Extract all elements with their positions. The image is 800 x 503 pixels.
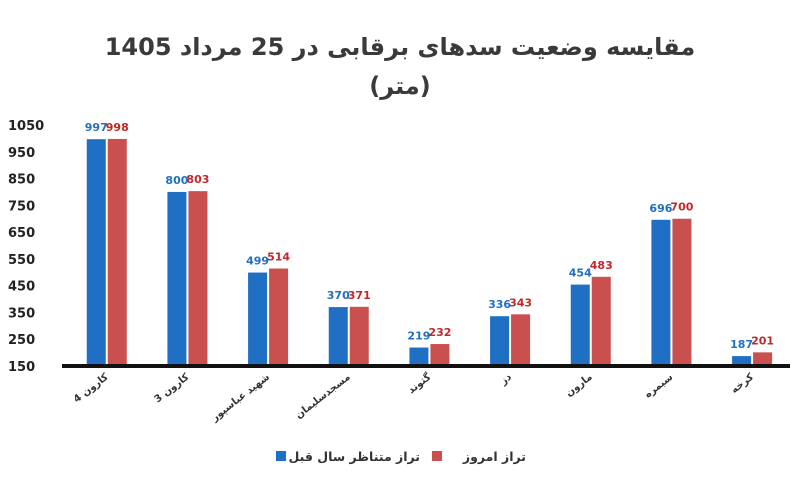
bar-today — [269, 268, 289, 366]
data-label: 696 — [649, 202, 672, 215]
legend-swatch — [276, 451, 286, 461]
bar-today — [349, 306, 369, 366]
legend-swatch — [432, 451, 442, 461]
x-tick-label: سیمره — [643, 372, 676, 401]
y-tick-label: 350 — [8, 306, 35, 321]
data-label: 201 — [751, 334, 774, 347]
x-tick-label: مسجدسلیمان — [294, 372, 353, 422]
legend-label: تراز امروز — [462, 449, 526, 464]
bar-last-year — [732, 356, 752, 366]
bar-today — [430, 344, 450, 366]
x-tick-label: شهید عباسپور — [209, 372, 272, 425]
chart-subtitle: (متر) — [369, 72, 431, 100]
bar-today — [753, 352, 773, 366]
bar-today — [591, 276, 611, 366]
chart-title: مقایسه وضعیت سدهای برقابی در 25 مرداد 14… — [105, 33, 696, 61]
data-label: 514 — [267, 251, 290, 264]
x-tick-label: دز — [498, 372, 514, 388]
y-tick-label: 1050 — [8, 119, 44, 134]
bar-last-year — [490, 316, 510, 366]
y-tick-label: 650 — [8, 226, 35, 241]
bar-last-year — [248, 272, 268, 366]
x-tick-label: کرخه — [729, 372, 756, 396]
x-tick-label: کارون 4 — [72, 372, 111, 406]
x-tick-label: کارون 3 — [153, 372, 192, 406]
bar-today — [672, 218, 692, 366]
bar-last-year — [328, 307, 348, 366]
y-tick-label: 950 — [8, 146, 35, 161]
y-tick-label: 750 — [8, 199, 35, 214]
data-label: 454 — [569, 267, 592, 280]
x-axis: کارون 4 کارون 3 شهید عباسپور مسجدسلیمان گتون… — [72, 370, 756, 424]
data-label: 343 — [509, 296, 532, 309]
bar-today — [107, 138, 127, 366]
bar-today — [511, 314, 531, 366]
y-tick-label: 850 — [8, 173, 35, 188]
bar-last-year — [570, 284, 590, 366]
y-tick-label: 150 — [8, 360, 35, 375]
bar-today — [188, 191, 208, 366]
data-label: 483 — [590, 259, 613, 272]
data-label: 800 — [165, 174, 188, 187]
data-label: 803 — [186, 173, 209, 186]
y-tick-label: 550 — [8, 253, 35, 268]
bar-last-year — [167, 191, 187, 366]
data-label: 336 — [488, 298, 511, 311]
data-label: 700 — [670, 201, 693, 214]
data-label: 370 — [327, 289, 350, 302]
x-tick-label: مارون — [564, 372, 595, 399]
legend-label: تراز متناظر سال قبل — [289, 449, 420, 464]
bar-last-year — [651, 219, 671, 366]
data-label: 371 — [348, 289, 371, 302]
y-tick-label: 250 — [8, 333, 35, 348]
data-label: 499 — [246, 255, 269, 268]
legend: تراز متناظر سال قبل تراز امروز — [276, 449, 526, 464]
bar-last-year — [86, 139, 106, 366]
data-label: 998 — [106, 121, 129, 134]
y-tick-label: 450 — [8, 280, 35, 295]
bar-last-year — [409, 347, 429, 366]
x-tick-label: گتوند — [405, 370, 433, 396]
data-label: 232 — [428, 326, 451, 339]
y-axis: 150 250 350 450 550 650 750 850 950 1050 — [8, 119, 44, 375]
data-label: 187 — [730, 338, 753, 351]
data-label: 219 — [407, 330, 430, 343]
data-label: 997 — [85, 121, 108, 134]
